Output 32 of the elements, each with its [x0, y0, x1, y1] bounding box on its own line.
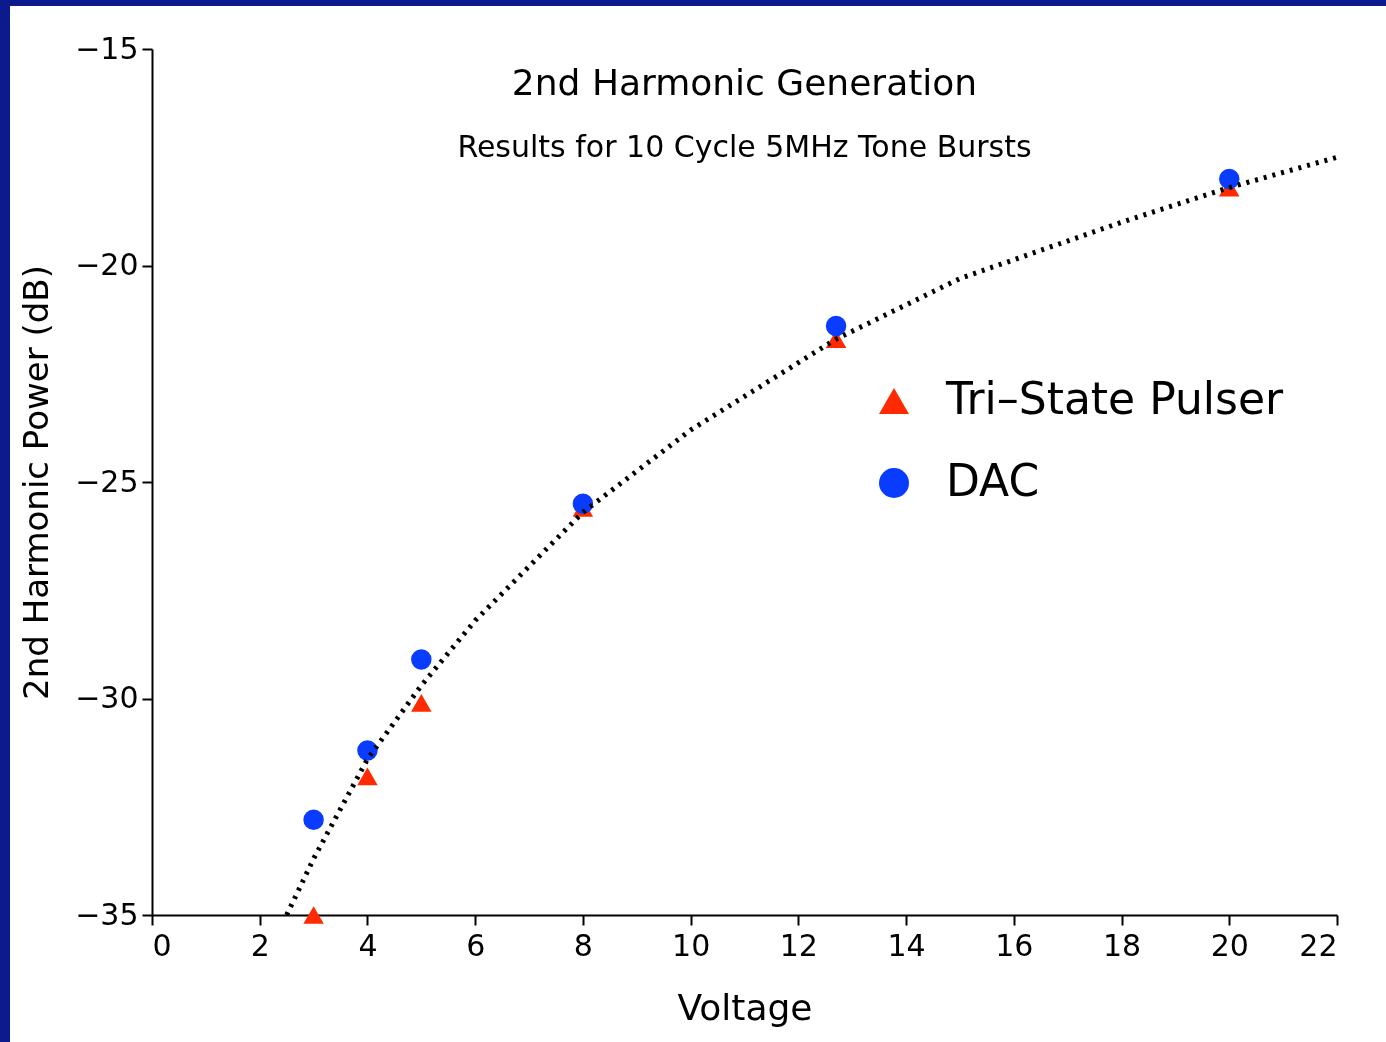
legend-label: Tri–State Pulser	[945, 373, 1285, 424]
point	[572, 493, 594, 514]
point	[357, 767, 378, 786]
chart-title: 2nd Harmonic Generation	[511, 62, 978, 103]
x-axis-title: Voltage	[677, 986, 813, 1028]
point	[411, 693, 432, 712]
text: Results for 10 Cycle 5MHz Tone Bursts	[457, 129, 1032, 164]
x-tick-label: 22	[1299, 927, 1338, 963]
point	[411, 649, 432, 670]
y-tick-label: −30	[75, 680, 139, 715]
point	[1219, 168, 1240, 190]
point	[825, 315, 847, 337]
x-tick-label: 12	[779, 927, 818, 963]
x-tick-label: 6	[466, 927, 486, 963]
y-tick-label: −35	[75, 896, 139, 932]
x-tick-label: 8	[573, 927, 593, 963]
x-tick-label: 14	[887, 927, 926, 963]
x-tick-label: 18	[1102, 927, 1142, 963]
x-tick-label: 10	[672, 927, 711, 963]
y-tick-label: −15	[75, 30, 139, 66]
point	[303, 906, 324, 924]
x-tick-label: 4	[358, 927, 378, 963]
y-tick-label: −20	[75, 247, 139, 282]
x-tick-label: 16	[995, 927, 1034, 963]
x-tick-label: 20	[1210, 927, 1249, 963]
x-tick-label: 0	[152, 927, 172, 963]
y-axis-title: 2nd Harmonic Power (dB)	[16, 265, 57, 700]
legend-label: DAC	[946, 455, 1040, 506]
y-tick-label: −25	[75, 463, 139, 499]
point	[303, 809, 324, 830]
point	[357, 740, 378, 761]
x-tick-label: 2	[250, 927, 270, 963]
